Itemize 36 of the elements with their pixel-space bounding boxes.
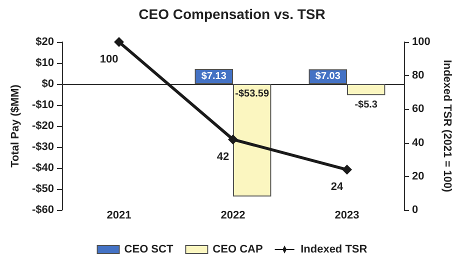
y2-tick-label: 20 [412, 170, 424, 182]
y2-tick-label: 60 [412, 103, 424, 116]
y-tick-label: $10 [36, 57, 54, 69]
data-label: 24 [330, 181, 344, 194]
y-tick-label: -$40 [32, 162, 54, 174]
legend-label: Indexed TSR [300, 244, 368, 256]
bar [233, 84, 272, 197]
data-label: 42 [216, 150, 230, 163]
data-label: $7.03 [315, 71, 341, 82]
x-tick-label: 2021 [106, 210, 132, 222]
y-tick-label: -$10 [32, 99, 54, 111]
data-label: $7.13 [201, 71, 227, 82]
y2-axis-title: Indexed TSR (2021 = 100) [440, 60, 453, 193]
point [342, 164, 352, 175]
y2-tick-label: 80 [412, 70, 424, 82]
y2-tick-label: 0 [412, 204, 418, 216]
legend-label: CEO SCT [124, 244, 174, 256]
x-tick-label: 2022 [220, 210, 246, 222]
y-tick-label: -$50 [32, 183, 54, 195]
data-label: -$5.3 [354, 100, 378, 111]
legend-label: CEO CAP [212, 244, 263, 256]
y-axis-title: Total Pay ($MM) [10, 84, 22, 168]
y2-tick-label: 100 [412, 36, 430, 48]
y-tick-label: $20 [36, 36, 54, 48]
bar [347, 84, 386, 96]
y2-tick-label: 40 [412, 136, 424, 149]
y-tick-label: -$30 [32, 141, 54, 153]
y-tick-label: $0 [42, 78, 54, 90]
y-tick-label: -$20 [32, 120, 54, 132]
data-label: 100 [100, 54, 118, 66]
chart-title: CEO Compensation vs. TSR [138, 6, 326, 22]
point [228, 134, 238, 144]
x-tick-label: 2023 [334, 210, 360, 222]
y-tick-label: -$60 [32, 204, 54, 216]
point [114, 37, 124, 47]
data-label: -$53.59 [235, 88, 270, 100]
